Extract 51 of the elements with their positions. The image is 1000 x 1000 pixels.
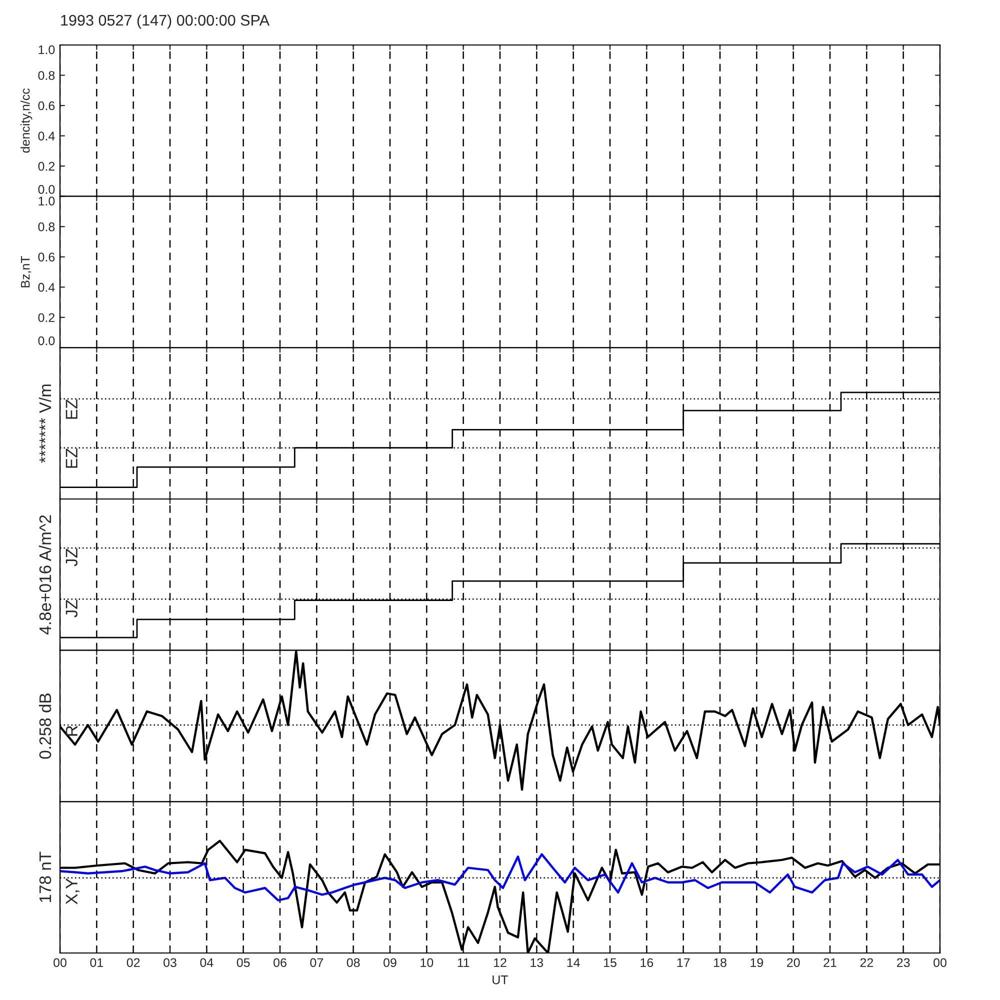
y-tick-label: 0.2 [38, 162, 55, 171]
x-tick-label: 07 [310, 958, 323, 968]
y-tick-label: 0.4 [38, 132, 55, 140]
x-tick-label: 15 [604, 958, 616, 968]
ref-line-label: EZ [66, 399, 78, 419]
x-axis-title: UT [492, 976, 508, 984]
x-tick-label: 21 [824, 958, 836, 967]
x-tick-label: 11 [458, 958, 470, 967]
x-tick-label: 05 [236, 958, 250, 968]
y-tick-label: 0.4 [38, 282, 55, 292]
x-tick-label: 03 [164, 958, 176, 968]
y-tick-label: 1.0 [38, 196, 55, 206]
x-tick-label: 13 [530, 958, 544, 968]
ref-line-label: R [66, 726, 78, 736]
y-tick-label: 0.2 [38, 313, 55, 322]
ref-line-label: JZ [66, 548, 78, 566]
ref-line-label: EZ [66, 448, 78, 468]
x-tick-label: 14 [567, 958, 580, 967]
ref-line-label: X,Y [66, 878, 80, 904]
y-tick-label: 0.6 [38, 252, 55, 262]
y-axis-title: 4.8e+016 A/m^2 [38, 515, 52, 634]
x-tick-label: 10 [420, 958, 434, 968]
x-tick-label: 23 [897, 958, 910, 968]
x-tick-label: 06 [274, 958, 286, 968]
y-tick-label: 1.0 [38, 45, 55, 54]
y-tick-label: 0.8 [38, 222, 55, 232]
x-tick-label: 20 [787, 958, 800, 968]
x-tick-label: 04 [200, 958, 214, 968]
x-tick-label: 01 [90, 958, 104, 968]
y-axis-title: ******* V/m [38, 384, 52, 463]
x-tick-label: 19 [750, 958, 764, 968]
x-tick-label: 09 [384, 958, 396, 968]
x-tick-label: 18 [714, 958, 726, 968]
y-axis-title: dencity,n/cc [20, 88, 32, 153]
y-axis-title: 0.258 dB [38, 694, 52, 759]
y-tick-label: 0.6 [38, 101, 55, 110]
x-tick-label: 22 [860, 958, 873, 967]
x-tick-label: 00 [934, 958, 946, 968]
x-tick-label: 00 [54, 958, 66, 968]
chart-title: 1993 0527 (147) 00:00:00 SPA [61, 14, 270, 29]
y-tick-label: 0.8 [38, 71, 55, 80]
x-tick-label: 16 [640, 958, 654, 968]
x-tick-label: 02 [126, 958, 140, 968]
y-tick-label: 0.0 [38, 336, 55, 346]
ref-line-label: JZ [66, 600, 78, 618]
x-tick-label: 08 [346, 958, 360, 968]
x-tick-label: 17 [677, 958, 690, 967]
x-tick-label: 12 [494, 958, 506, 967]
y-tick-label: 0.0 [38, 185, 55, 194]
y-axis-title: 178 nT [39, 852, 52, 902]
y-axis-title: Bz,nT [21, 256, 32, 288]
